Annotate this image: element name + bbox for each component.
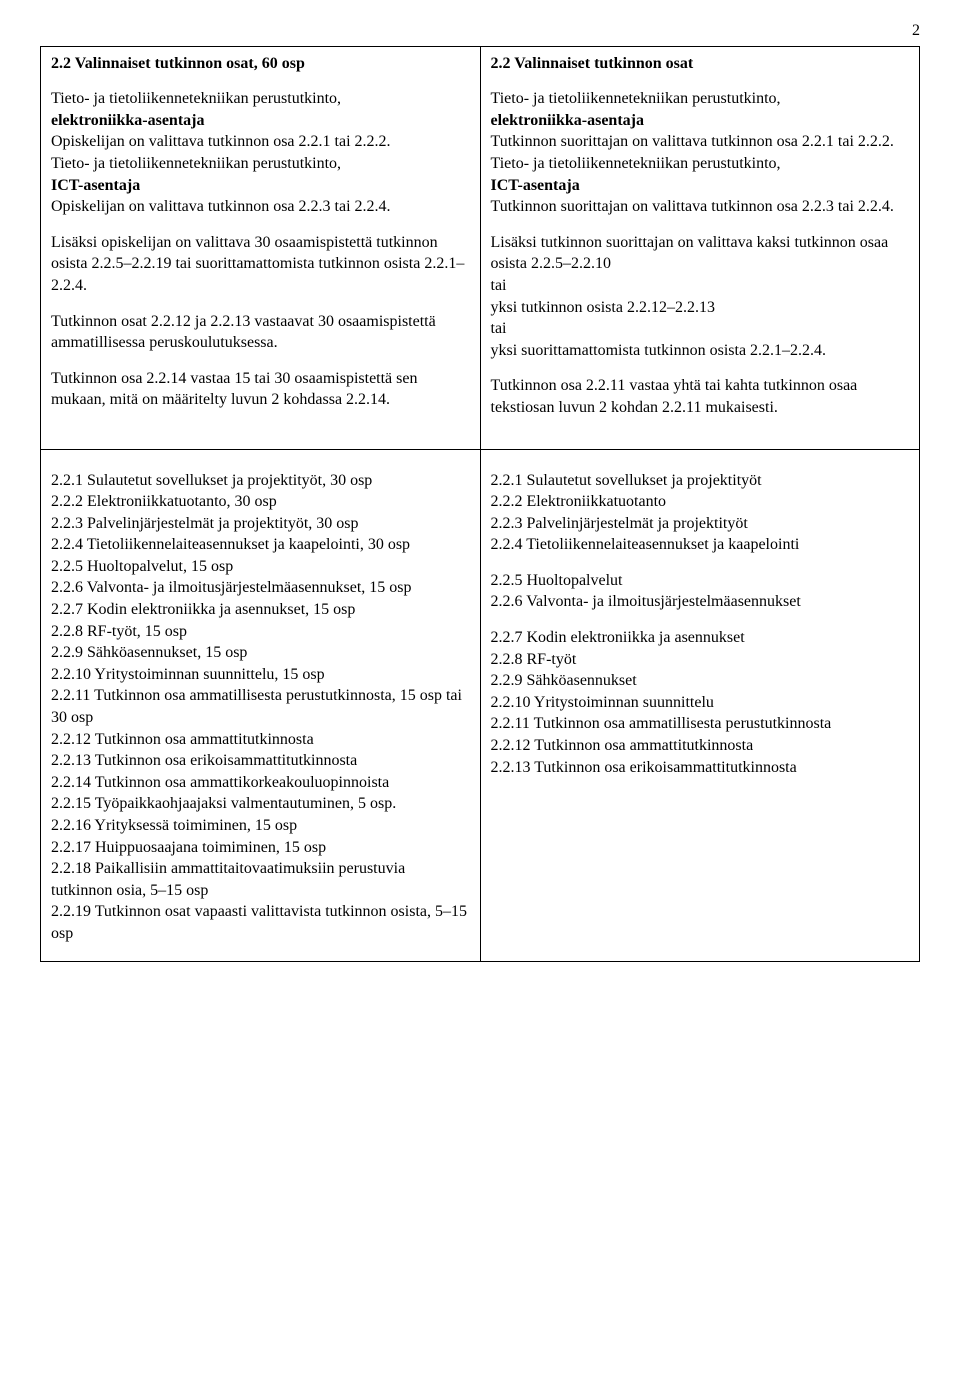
text-line: Opiskelijan on valittava tutkinnon osa 2… [51,196,470,218]
list-item: 2.2.7 Kodin elektroniikka ja asennukset,… [51,599,470,621]
list-item: 2.2.19 Tutkinnon osat vapaasti valittavi… [51,901,470,944]
heading-right: 2.2 Valinnaiset tutkinnon osat [491,53,910,75]
right-item-group-3: 2.2.7 Kodin elektroniikka ja asennukset2… [491,627,910,778]
paragraph: Lisäksi opiskelijan on valittava 30 osaa… [51,232,470,297]
list-item: 2.2.3 Palvelinjärjestelmät ja projektity… [491,513,910,535]
text-line: Tieto- ja tietoliikennetekniikan perustu… [51,88,470,110]
right-item-group-2: 2.2.5 Huoltopalvelut2.2.6 Valvonta- ja i… [491,570,910,613]
list-item: 2.2.18 Paikallisiin ammattitaitovaatimuk… [51,858,470,901]
list-item: 2.2.10 Yritystoiminnan suunnittelu [491,692,910,714]
paragraph: Tutkinnon osat 2.2.12 ja 2.2.13 vastaava… [51,311,470,354]
list-item: 2.2.2 Elektroniikkatuotanto [491,491,910,513]
list-item: 2.2.9 Sähköasennukset [491,670,910,692]
list-item: 2.2.13 Tutkinnon osa erikoisammattitutki… [491,757,910,779]
right-item-group-1: 2.2.1 Sulautetut sovellukset ja projekti… [491,470,910,556]
list-item: 2.2.7 Kodin elektroniikka ja asennukset [491,627,910,649]
paragraph: Tutkinnon osa 2.2.11 vastaa yhtä tai kah… [491,375,910,418]
list-item: 2.2.12 Tutkinnon osa ammattitutkinnosta [491,735,910,757]
list-item: 2.2.3 Palvelinjärjestelmät ja projektity… [51,513,470,535]
list-item: 2.2.4 Tietoliikennelaiteasennukset ja ka… [51,534,470,556]
list-item: 2.2.8 RF-työt, 15 osp [51,621,470,643]
list-item: 2.2.9 Sähköasennukset, 15 osp [51,642,470,664]
list-item: 2.2.13 Tutkinnon osa erikoisammattitutki… [51,750,470,772]
text-line-bold: elektroniikka-asentaja [51,110,470,132]
text-line: tai [491,318,910,340]
list-item: 2.2.11 Tutkinnon osa ammatillisesta peru… [51,685,470,728]
list-item: 2.2.17 Huippuosaajana toimiminen, 15 osp [51,837,470,859]
paragraph: Tutkinnon osa 2.2.14 vastaa 15 tai 30 os… [51,368,470,411]
text-line-bold: elektroniikka-asentaja [491,110,910,132]
list-item: 2.2.6 Valvonta- ja ilmoitusjärjestelmäas… [51,577,470,599]
text-line: Tieto- ja tietoliikennetekniikan perustu… [491,153,910,175]
list-item: 2.2.6 Valvonta- ja ilmoitusjärjestelmäas… [491,591,910,613]
right-choice-block: Lisäksi tutkinnon suorittajan on valitta… [491,232,910,362]
list-item: 2.2.12 Tutkinnon osa ammattitutkinnosta [51,729,470,751]
list-item: 2.2.11 Tutkinnon osa ammatillisesta peru… [491,713,910,735]
left-intro-block: Tieto- ja tietoliikennetekniikan perustu… [51,88,470,218]
text-line-bold: ICT-asentaja [491,175,910,197]
list-item: 2.2.16 Yrityksessä toimiminen, 15 osp [51,815,470,837]
cell-right-bottom: 2.2.1 Sulautetut sovellukset ja projekti… [480,449,920,961]
list-item: 2.2.15 Työpaikkaohjaajaksi valmentautumi… [51,793,470,815]
text-line: Opiskelijan on valittava tutkinnon osa 2… [51,131,470,153]
cell-left-bottom: 2.2.1 Sulautetut sovellukset ja projekti… [41,449,481,961]
left-item-list: 2.2.1 Sulautetut sovellukset ja projekti… [51,470,470,945]
list-item: 2.2.4 Tietoliikennelaiteasennukset ja ka… [491,534,910,556]
heading-left: 2.2 Valinnaiset tutkinnon osat, 60 osp [51,53,470,75]
list-item: 2.2.2 Elektroniikkatuotanto, 30 osp [51,491,470,513]
list-item: 2.2.10 Yritystoiminnan suunnittelu, 15 o… [51,664,470,686]
text-line: yksi tutkinnon osista 2.2.12–2.2.13 [491,297,910,319]
text-line: Tutkinnon suorittajan on valittava tutki… [491,131,910,153]
text-line: yksi suorittamattomista tutkinnon osista… [491,340,910,362]
text-line: Tieto- ja tietoliikennetekniikan perustu… [491,88,910,110]
list-item: 2.2.14 Tutkinnon osa ammattikorkeakouluo… [51,772,470,794]
text-line: tai [491,275,910,297]
page-number: 2 [40,20,920,42]
cell-left-top: 2.2 Valinnaiset tutkinnon osat, 60 osp T… [41,46,481,449]
cell-right-top: 2.2 Valinnaiset tutkinnon osat Tieto- ja… [480,46,920,449]
list-item: 2.2.5 Huoltopalvelut, 15 osp [51,556,470,578]
list-item: 2.2.1 Sulautetut sovellukset ja projekti… [491,470,910,492]
list-item: 2.2.1 Sulautetut sovellukset ja projekti… [51,470,470,492]
text-line: Tieto- ja tietoliikennetekniikan perustu… [51,153,470,175]
text-line-bold: ICT-asentaja [51,175,470,197]
comparison-table: 2.2 Valinnaiset tutkinnon osat, 60 osp T… [40,46,920,962]
text-line: Lisäksi tutkinnon suorittajan on valitta… [491,232,910,275]
text-line: Tutkinnon suorittajan on valittava tutki… [491,196,910,218]
list-item: 2.2.5 Huoltopalvelut [491,570,910,592]
list-item: 2.2.8 RF-työt [491,649,910,671]
right-intro-block: Tieto- ja tietoliikennetekniikan perustu… [491,88,910,218]
